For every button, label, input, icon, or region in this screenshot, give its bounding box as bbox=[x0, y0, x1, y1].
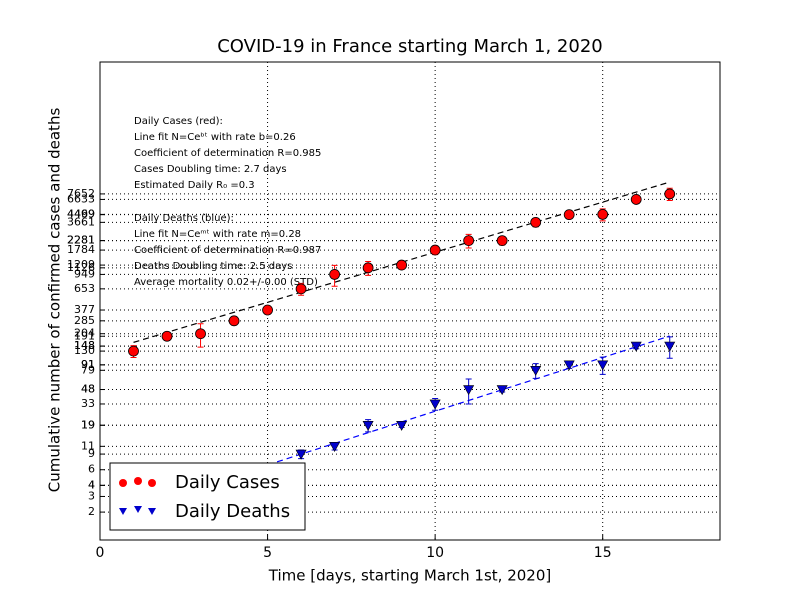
y-tick-label: 3 bbox=[88, 489, 95, 502]
legend-marker bbox=[119, 508, 127, 515]
plot-frame bbox=[99, 61, 721, 541]
x-tick-label: 10 bbox=[426, 545, 444, 561]
y-axis-label: Cumulative number of confirmed cases and… bbox=[46, 108, 64, 493]
data-point bbox=[329, 442, 341, 452]
data-point bbox=[429, 399, 441, 410]
y-tick-label: 19 bbox=[81, 418, 95, 431]
data-point bbox=[530, 366, 542, 376]
data-point bbox=[496, 235, 508, 246]
y-tick-label: 191 bbox=[74, 329, 95, 342]
data-point bbox=[463, 385, 475, 396]
y-tick-label: 285 bbox=[74, 314, 95, 327]
data-point bbox=[463, 235, 475, 246]
y-tick-label: 19 bbox=[81, 418, 95, 431]
data-point bbox=[262, 304, 273, 316]
y-tick-label: 204 bbox=[74, 327, 95, 340]
legend-marker bbox=[148, 508, 156, 515]
y-tick-label: 377 bbox=[74, 303, 95, 316]
x-tick-label: 15 bbox=[594, 545, 612, 561]
y-tick-label: 1209 bbox=[67, 258, 95, 271]
data-point bbox=[295, 449, 307, 460]
data-point bbox=[195, 328, 206, 340]
x-tick-label: 0 bbox=[96, 545, 105, 561]
y-tick-label: 2 bbox=[88, 505, 95, 518]
x-axis-label: Time [days, starting March 1st, 2020] bbox=[268, 567, 551, 585]
annotation: Coefficient of determination R=0.985 bbox=[134, 148, 321, 159]
data-point bbox=[329, 269, 340, 280]
y-tick-label: 148 bbox=[74, 339, 95, 352]
legend-marker bbox=[119, 479, 127, 487]
data-point bbox=[496, 385, 508, 396]
chart-title: COVID-19 in France starting March 1, 202… bbox=[217, 36, 603, 57]
annotation: Line fit N=Ceᵐᵗ with rate m=0.28 bbox=[134, 229, 301, 240]
data-point bbox=[295, 283, 307, 295]
y-tick-label: 4469 bbox=[67, 208, 95, 221]
y-tick-label: 6633 bbox=[67, 192, 95, 205]
data-point bbox=[530, 216, 542, 228]
data-point bbox=[664, 188, 676, 200]
data-point bbox=[664, 341, 676, 352]
data-point bbox=[630, 194, 642, 205]
y-tick-label: 91 bbox=[81, 358, 95, 371]
data-point bbox=[563, 360, 575, 371]
y-tick-label: 4 bbox=[88, 478, 95, 491]
legend-label: Daily Deaths bbox=[175, 501, 290, 522]
y-tick-label: 130 bbox=[74, 344, 95, 357]
data-point bbox=[597, 360, 609, 371]
y-tick-label: 7652 bbox=[67, 187, 95, 200]
annotation: Coefficient of determination R=0.987 bbox=[134, 245, 321, 256]
legend-label: Daily Cases bbox=[175, 472, 280, 493]
y-tick-label: 48 bbox=[81, 383, 95, 396]
y-tick-label: 1784 bbox=[67, 243, 95, 256]
data-point bbox=[362, 420, 374, 431]
legend-marker bbox=[134, 477, 142, 485]
data-point bbox=[161, 330, 173, 342]
data-point bbox=[362, 262, 374, 274]
annotation: Cases Doubling time: 2.7 days bbox=[134, 164, 287, 175]
y-tick-label: 1126 bbox=[67, 261, 95, 274]
y-tick-label: 6 bbox=[88, 463, 95, 476]
y-tick-label: 148 bbox=[74, 339, 95, 352]
legend-box bbox=[109, 462, 306, 531]
y-tick-label: 9 bbox=[88, 447, 95, 460]
data-point bbox=[597, 209, 609, 220]
data-point bbox=[563, 209, 575, 221]
annotation: Deaths Doubling time: 2.5 days bbox=[134, 261, 292, 272]
fit-line bbox=[133, 181, 670, 343]
legend-marker bbox=[134, 506, 142, 513]
annotation: Average mortality 0.02+/-0.00 (STD) bbox=[134, 277, 318, 288]
y-tick-label: 11 bbox=[81, 439, 95, 452]
y-tick-label: 949 bbox=[74, 267, 95, 280]
legend-marker bbox=[148, 479, 156, 487]
y-tick-label: 91 bbox=[81, 358, 95, 371]
data-point bbox=[396, 259, 408, 271]
y-tick-label: 653 bbox=[74, 282, 95, 295]
annotation: Line fit N=Ceᵇᵗ with rate b=0.26 bbox=[134, 132, 296, 143]
annotation: Estimated Daily R₀ =0.3 bbox=[134, 180, 255, 191]
y-tick-label: 3661 bbox=[67, 215, 95, 228]
data-point bbox=[429, 244, 441, 256]
y-tick-label: 48 bbox=[81, 383, 95, 396]
y-tick-label: 79 bbox=[81, 363, 95, 376]
x-tick-label: 5 bbox=[263, 545, 272, 561]
y-tick-label: 33 bbox=[81, 397, 95, 410]
data-point bbox=[630, 341, 642, 352]
y-tick-label: 2281 bbox=[67, 234, 95, 247]
y-tick-label: 4 bbox=[88, 478, 95, 491]
data-point bbox=[128, 345, 139, 357]
annotation: Daily Deaths (blue): bbox=[134, 213, 234, 224]
data-point bbox=[396, 420, 408, 431]
annotation: Daily Cases (red): bbox=[134, 116, 223, 127]
data-point bbox=[228, 315, 240, 327]
y-tick-label: 2281 bbox=[67, 234, 95, 247]
y-tick-label: 4499 bbox=[67, 207, 95, 220]
